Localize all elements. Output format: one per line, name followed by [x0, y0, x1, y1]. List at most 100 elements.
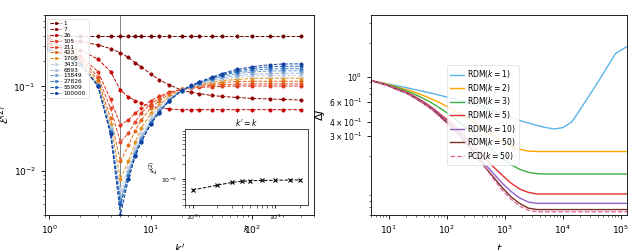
- PCD($k=50$): [446, 124, 454, 127]
- RDM($k=3$): [542, 172, 550, 176]
- 3431: [188, 85, 195, 88]
- 26: [131, 99, 139, 102]
- RDM($k=1$): [533, 124, 541, 127]
- RDM($k=3$): [577, 172, 584, 176]
- 6893: [45, 47, 53, 50]
- 105: [45, 44, 53, 46]
- 1: [125, 34, 132, 37]
- 13849: [155, 110, 163, 112]
- 13849: [279, 69, 287, 72]
- RDM($k=2$): [385, 83, 392, 86]
- 1708: [178, 89, 186, 92]
- 7: [279, 98, 287, 101]
- RDM($k=1$): [524, 122, 532, 124]
- 1: [155, 34, 163, 37]
- 55909: [297, 65, 305, 68]
- RDM($k=10$): [577, 202, 584, 205]
- RDM($k=2$): [411, 90, 419, 94]
- 423: [208, 82, 216, 85]
- 27826: [107, 130, 115, 133]
- Line: 1: 1: [48, 34, 303, 37]
- RDM($k=2$): [524, 150, 532, 152]
- PCD($k=50$): [411, 96, 419, 99]
- RDM($k=1$): [463, 101, 471, 104]
- RDM($k=50$): [481, 165, 488, 168]
- 26: [249, 108, 257, 111]
- Line: RDM($k=5$): RDM($k=5$): [371, 81, 627, 194]
- Line: 211: 211: [48, 44, 303, 144]
- PCD($k=50$): [376, 82, 383, 84]
- 26: [45, 41, 53, 44]
- 3431: [249, 75, 257, 78]
- 27826: [138, 139, 145, 142]
- 7: [94, 44, 102, 46]
- RDM($k=50$): [507, 195, 515, 198]
- RDM($k=10$): [568, 202, 576, 205]
- RDM($k=10$): [550, 202, 558, 205]
- 7: [165, 83, 173, 86]
- RDM($k=50$): [568, 208, 576, 211]
- 27826: [188, 84, 195, 87]
- 211: [147, 102, 155, 106]
- RDM($k=50$): [437, 116, 445, 118]
- RDM($k=10$): [559, 202, 567, 205]
- 7: [138, 66, 145, 68]
- RDM($k=2$): [472, 123, 480, 126]
- 55909: [45, 47, 53, 50]
- RDM($k=5$): [394, 87, 401, 90]
- 211: [279, 82, 287, 86]
- RDM($k=10$): [612, 202, 620, 205]
- PCD($k=50$): [385, 84, 392, 87]
- 55909: [208, 76, 216, 79]
- 100000: [218, 72, 226, 75]
- 100000: [196, 80, 204, 84]
- 1708: [76, 61, 84, 64]
- RDM($k=2$): [490, 134, 497, 137]
- 26: [196, 108, 204, 111]
- RDM($k=5$): [507, 182, 515, 184]
- 100000: [116, 214, 124, 216]
- 6893: [131, 150, 139, 153]
- RDM($k=1$): [623, 45, 631, 48]
- 1708: [131, 140, 139, 143]
- Legend: 1, 7, 26, 105, 211, 423, 1708, 3431, 6893, 13849, 27826, 55909, 100000: 1, 7, 26, 105, 211, 423, 1708, 3431, 689…: [47, 19, 88, 98]
- 105: [279, 84, 287, 87]
- RDM($k=1$): [472, 104, 480, 107]
- 105: [76, 54, 84, 57]
- RDM($k=1$): [499, 112, 506, 115]
- 1: [233, 34, 241, 37]
- 1: [297, 34, 305, 37]
- 26: [165, 108, 173, 110]
- 55909: [279, 65, 287, 68]
- 423: [107, 117, 115, 120]
- 26: [297, 108, 305, 111]
- PCD($k=50$): [420, 102, 428, 105]
- RDM($k=1$): [559, 126, 567, 129]
- 211: [45, 44, 53, 48]
- 13849: [218, 75, 226, 78]
- RDM($k=2$): [499, 140, 506, 142]
- RDM($k=1$): [437, 94, 445, 97]
- 13849: [165, 99, 173, 102]
- RDM($k=10$): [472, 152, 480, 155]
- 100000: [178, 89, 186, 92]
- 26: [155, 106, 163, 109]
- 13849: [297, 69, 305, 72]
- 7: [125, 56, 132, 59]
- RDM($k=50$): [595, 208, 602, 211]
- 1: [45, 34, 53, 37]
- RDM($k=2$): [437, 102, 445, 105]
- RDM($k=10$): [403, 91, 410, 94]
- PCD($k=50$): [367, 79, 375, 82]
- RDM($k=5$): [385, 84, 392, 87]
- 6893: [138, 136, 145, 139]
- RDM($k=50$): [542, 208, 550, 211]
- 1708: [249, 77, 257, 80]
- 26: [233, 108, 241, 111]
- 3431: [155, 106, 163, 108]
- 7: [107, 47, 115, 50]
- 100000: [107, 133, 115, 136]
- RDM($k=1$): [376, 81, 383, 84]
- RDM($k=5$): [550, 192, 558, 196]
- RDM($k=5$): [463, 138, 471, 141]
